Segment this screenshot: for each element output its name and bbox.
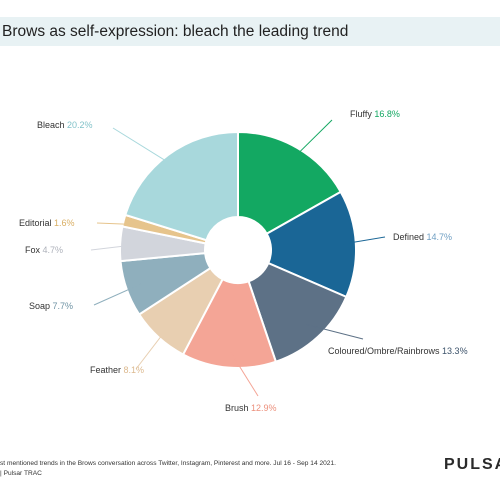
slice-label-name: Coloured/Ombre/Rainbrows (328, 346, 442, 356)
slice-label-name: Defined (393, 232, 427, 242)
leader-line-bleach (112, 127, 179, 169)
slice-label-fluffy: Fluffy 16.8% (350, 109, 400, 119)
leader-line-coloured-ombre-rainbrows (306, 324, 364, 340)
source-credit: | Pulsar TRAC (0, 469, 336, 479)
title-bar: Brows as self-expression: bleach the lea… (0, 17, 500, 46)
slice-label-fox: Fox 4.7% (25, 245, 63, 255)
footer-bullet: | (0, 470, 2, 477)
slice-label-name: Bleach (37, 120, 67, 130)
slice-label-value: 8.1% (124, 365, 145, 375)
slice-defined (265, 190, 357, 299)
slice-label-name: Fox (25, 245, 43, 255)
slice-bleach (124, 130, 239, 242)
slice-label-bleach: Bleach 20.2% (37, 120, 93, 130)
leader-line-feather (135, 324, 171, 370)
footer-note: st mentioned trends in the Brows convers… (0, 459, 336, 479)
slice-label-brush: Brush 12.9% (225, 403, 277, 413)
slice-label-name: Fluffy (350, 109, 374, 119)
slice-label-defined: Defined 14.7% (393, 232, 452, 242)
slice-label-editorial: Editorial 1.6% (19, 218, 75, 228)
page-title: Brows as self-expression: bleach the lea… (2, 22, 349, 40)
leader-line-fluffy (288, 119, 333, 163)
leader-line-editorial (96, 222, 140, 226)
source-name: Pulsar TRAC (3, 470, 42, 477)
slice-label-coloured-ombre-rainbrows: Coloured/Ombre/Rainbrows 13.3% (328, 346, 468, 356)
slice-label-feather: Feather 8.1% (90, 365, 144, 375)
slice-label-value: 7.7% (53, 301, 74, 311)
slice-fluffy (237, 130, 343, 236)
slice-label-value: 4.7% (43, 245, 64, 255)
slice-label-name: Editorial (19, 218, 54, 228)
leader-line-soap (93, 283, 143, 306)
slice-label-value: 13.3% (442, 346, 468, 356)
slice-label-value: 20.2% (67, 120, 93, 130)
slice-label-name: Feather (90, 365, 124, 375)
leader-line-defined (339, 236, 386, 246)
source-description: st mentioned trends in the Brows convers… (0, 460, 336, 467)
slice-label-value: 16.8% (374, 109, 400, 119)
slice-label-value: 14.7% (427, 232, 453, 242)
slice-label-name: Soap (29, 301, 53, 311)
leader-line-fox (90, 244, 137, 251)
slice-label-value: 12.9% (251, 403, 277, 413)
slice-label-value: 1.6% (54, 218, 75, 228)
slice-brush (181, 277, 278, 369)
slice-label-soap: Soap 7.7% (29, 301, 73, 311)
slice-label-name: Brush (225, 403, 251, 413)
pulsar-logo: PULSAR (444, 456, 500, 473)
slice-coloured-ombre-rainbrows (247, 261, 348, 364)
leader-line-brush (229, 350, 259, 397)
